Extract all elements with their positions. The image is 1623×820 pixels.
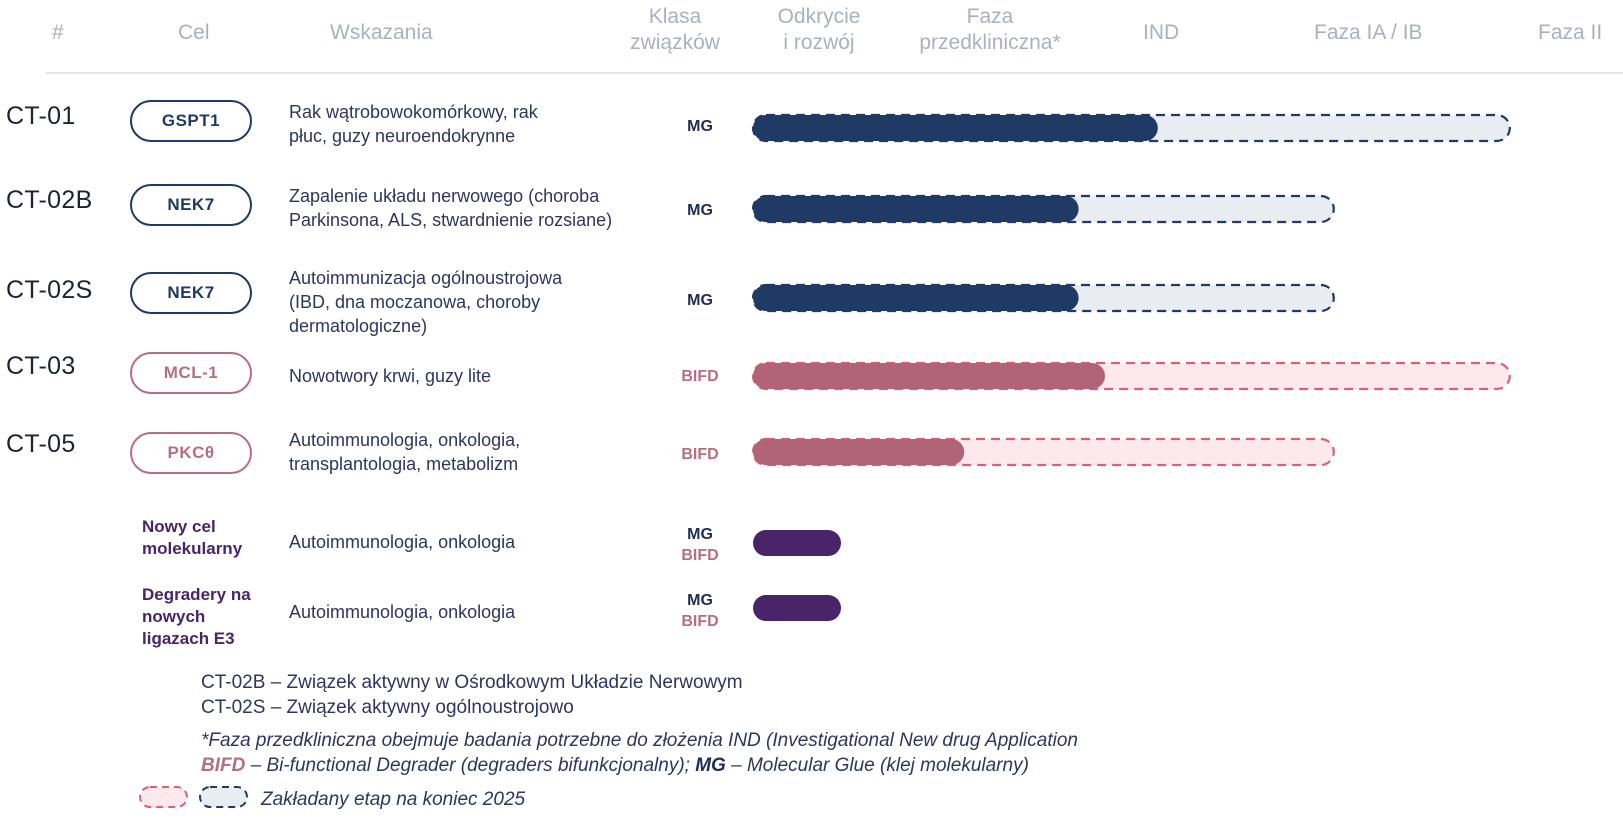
- target-pill: NEK7: [130, 272, 252, 314]
- compound-class: BIFD: [681, 446, 719, 463]
- progress-bar-CT-02B: [753, 196, 1079, 222]
- target-label: Nowy cel molekularny: [142, 517, 243, 558]
- progress-bar-CT-05: [753, 439, 965, 465]
- indication-text: Rak wątrobowokomórkowy, rak płuc, guzy ne…: [289, 102, 538, 146]
- compound-id: CT-03: [6, 352, 76, 380]
- compound-id: CT-05: [6, 430, 76, 458]
- header-target: Cel: [178, 21, 210, 44]
- legend-preclinical-note: *Faza przedkliniczna obejmuje badania po…: [201, 730, 1078, 751]
- target-pill: NEK7: [130, 184, 252, 226]
- indication-text: Zapalenie układu nerwowego (choroba Parki…: [289, 186, 613, 230]
- legend-planned: Zakładany etap na koniec 2025: [261, 789, 526, 810]
- compound-class: MG: [687, 292, 713, 309]
- header-indications: Wskazania: [330, 21, 433, 44]
- compound-class: MG BIFD: [681, 526, 719, 564]
- header-num: #: [52, 21, 64, 44]
- progress-bar-CT-02S: [753, 285, 1079, 311]
- progress-bar-CT-01: [753, 115, 1158, 141]
- bifd-planned-swatch: [139, 786, 188, 808]
- header-preclinical: Faza przedkliniczna*: [919, 5, 1061, 54]
- header-discovery: Odkrycie i rozwój: [777, 5, 861, 54]
- indication-text: Nowotwory krwi, guzy lite: [289, 366, 492, 386]
- target-pill: GSPT1: [130, 100, 252, 142]
- header-phase2: Faza II: [1538, 21, 1603, 44]
- indication-text: Autoimmunologia, onkologia, transplantolo…: [289, 430, 521, 474]
- legend-ct02b: CT-02B – Związek aktywny w Ośrodkowym Uk…: [201, 672, 743, 693]
- legend-ct02s: CT-02S – Związek aktywny ogólnoustrojowo: [201, 697, 574, 718]
- compound-id: CT-02B: [6, 186, 93, 214]
- progress-bar-CT-03: [753, 363, 1105, 389]
- indication-text: Autoimmunologia, onkologia: [289, 532, 516, 552]
- compound-id: CT-01: [6, 102, 76, 130]
- target-pill: MCL-1: [130, 352, 252, 394]
- compound-class: MG BIFD: [681, 592, 719, 630]
- indication-text: Autoimmunizacja ogólnoustrojowa (IBD, dna…: [289, 268, 563, 336]
- target-label: Degradery na nowych ligazach E3: [142, 585, 251, 648]
- compound-id: CT-02S: [6, 276, 93, 304]
- header-ind: IND: [1143, 21, 1180, 44]
- legend-dash-swatches: [139, 786, 248, 808]
- legend-abbreviations: BIFD – Bi-functional Degrader (degraders…: [201, 755, 1029, 776]
- header-class: Klasa związków: [630, 5, 720, 54]
- mg-planned-swatch: [199, 786, 248, 808]
- target-pill: PKCθ: [130, 432, 252, 474]
- indication-text: Autoimmunologia, onkologia: [289, 602, 516, 622]
- header-phase1: Faza IA / IB: [1314, 21, 1423, 44]
- header-divider: [46, 72, 1623, 74]
- compound-class: BIFD: [681, 368, 719, 385]
- progress-bar-Degradery na nowych ligazach E3: [753, 595, 841, 621]
- compound-class: MG: [687, 118, 713, 135]
- compound-class: MG: [687, 202, 713, 219]
- progress-bar-Nowy cel molekularny: [753, 530, 841, 556]
